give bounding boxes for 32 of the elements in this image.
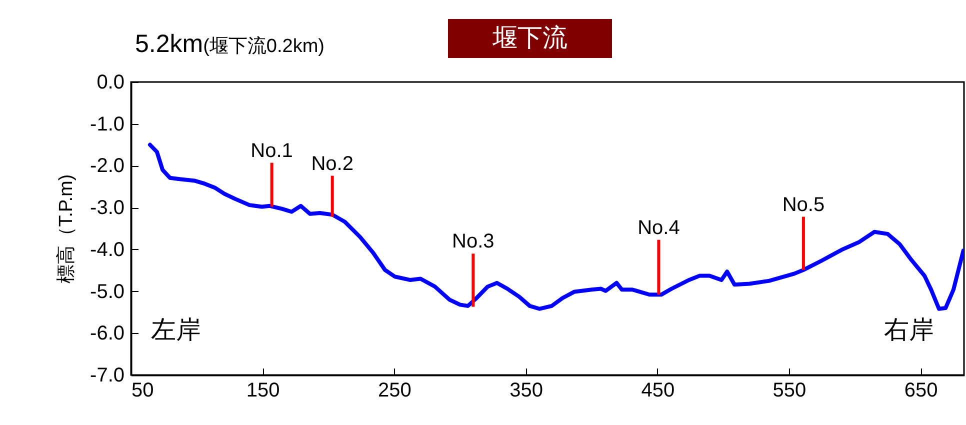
chart-subtitle: (堰下流0.2km) [203,36,324,57]
x-tick-label: 250 [378,380,412,402]
annotation: No.3 [452,230,494,253]
text: 堰下流 [448,19,612,58]
chart-title: 5.2km [135,30,204,58]
bar [657,240,660,295]
bar [330,176,334,217]
annotation: 右岸 [884,316,934,344]
x-tick-label: 150 [246,380,280,402]
x-tick-label: 450 [641,380,675,402]
annotation: No.5 [782,194,825,216]
y-tick-label: -1.0 [90,113,124,136]
x-tick-label: 350 [510,380,543,402]
x-tick-label: 650 [904,380,938,402]
bar [802,216,805,270]
annotation: No.4 [638,216,680,239]
x-tick-label: 550 [772,380,806,402]
bar [472,254,475,307]
annotation: No.2 [311,152,354,175]
annotation: No.1 [250,140,293,162]
y-tick-label: -6.0 [90,322,124,345]
line-series [148,142,964,311]
y-tick-label: -5.0 [90,280,124,303]
annotation: 左岸 [151,316,201,344]
y-axis-title: 標高（T.P.m) [55,174,78,284]
y-tick-label: -7.0 [90,364,124,386]
y-tick-label: 0.0 [96,72,124,94]
x-tick-label: 50 [132,380,154,402]
y-tick-label: -2.0 [90,155,124,178]
bar [270,162,274,207]
y-tick-label: -4.0 [90,238,124,261]
y-tick-label: -3.0 [90,197,124,220]
